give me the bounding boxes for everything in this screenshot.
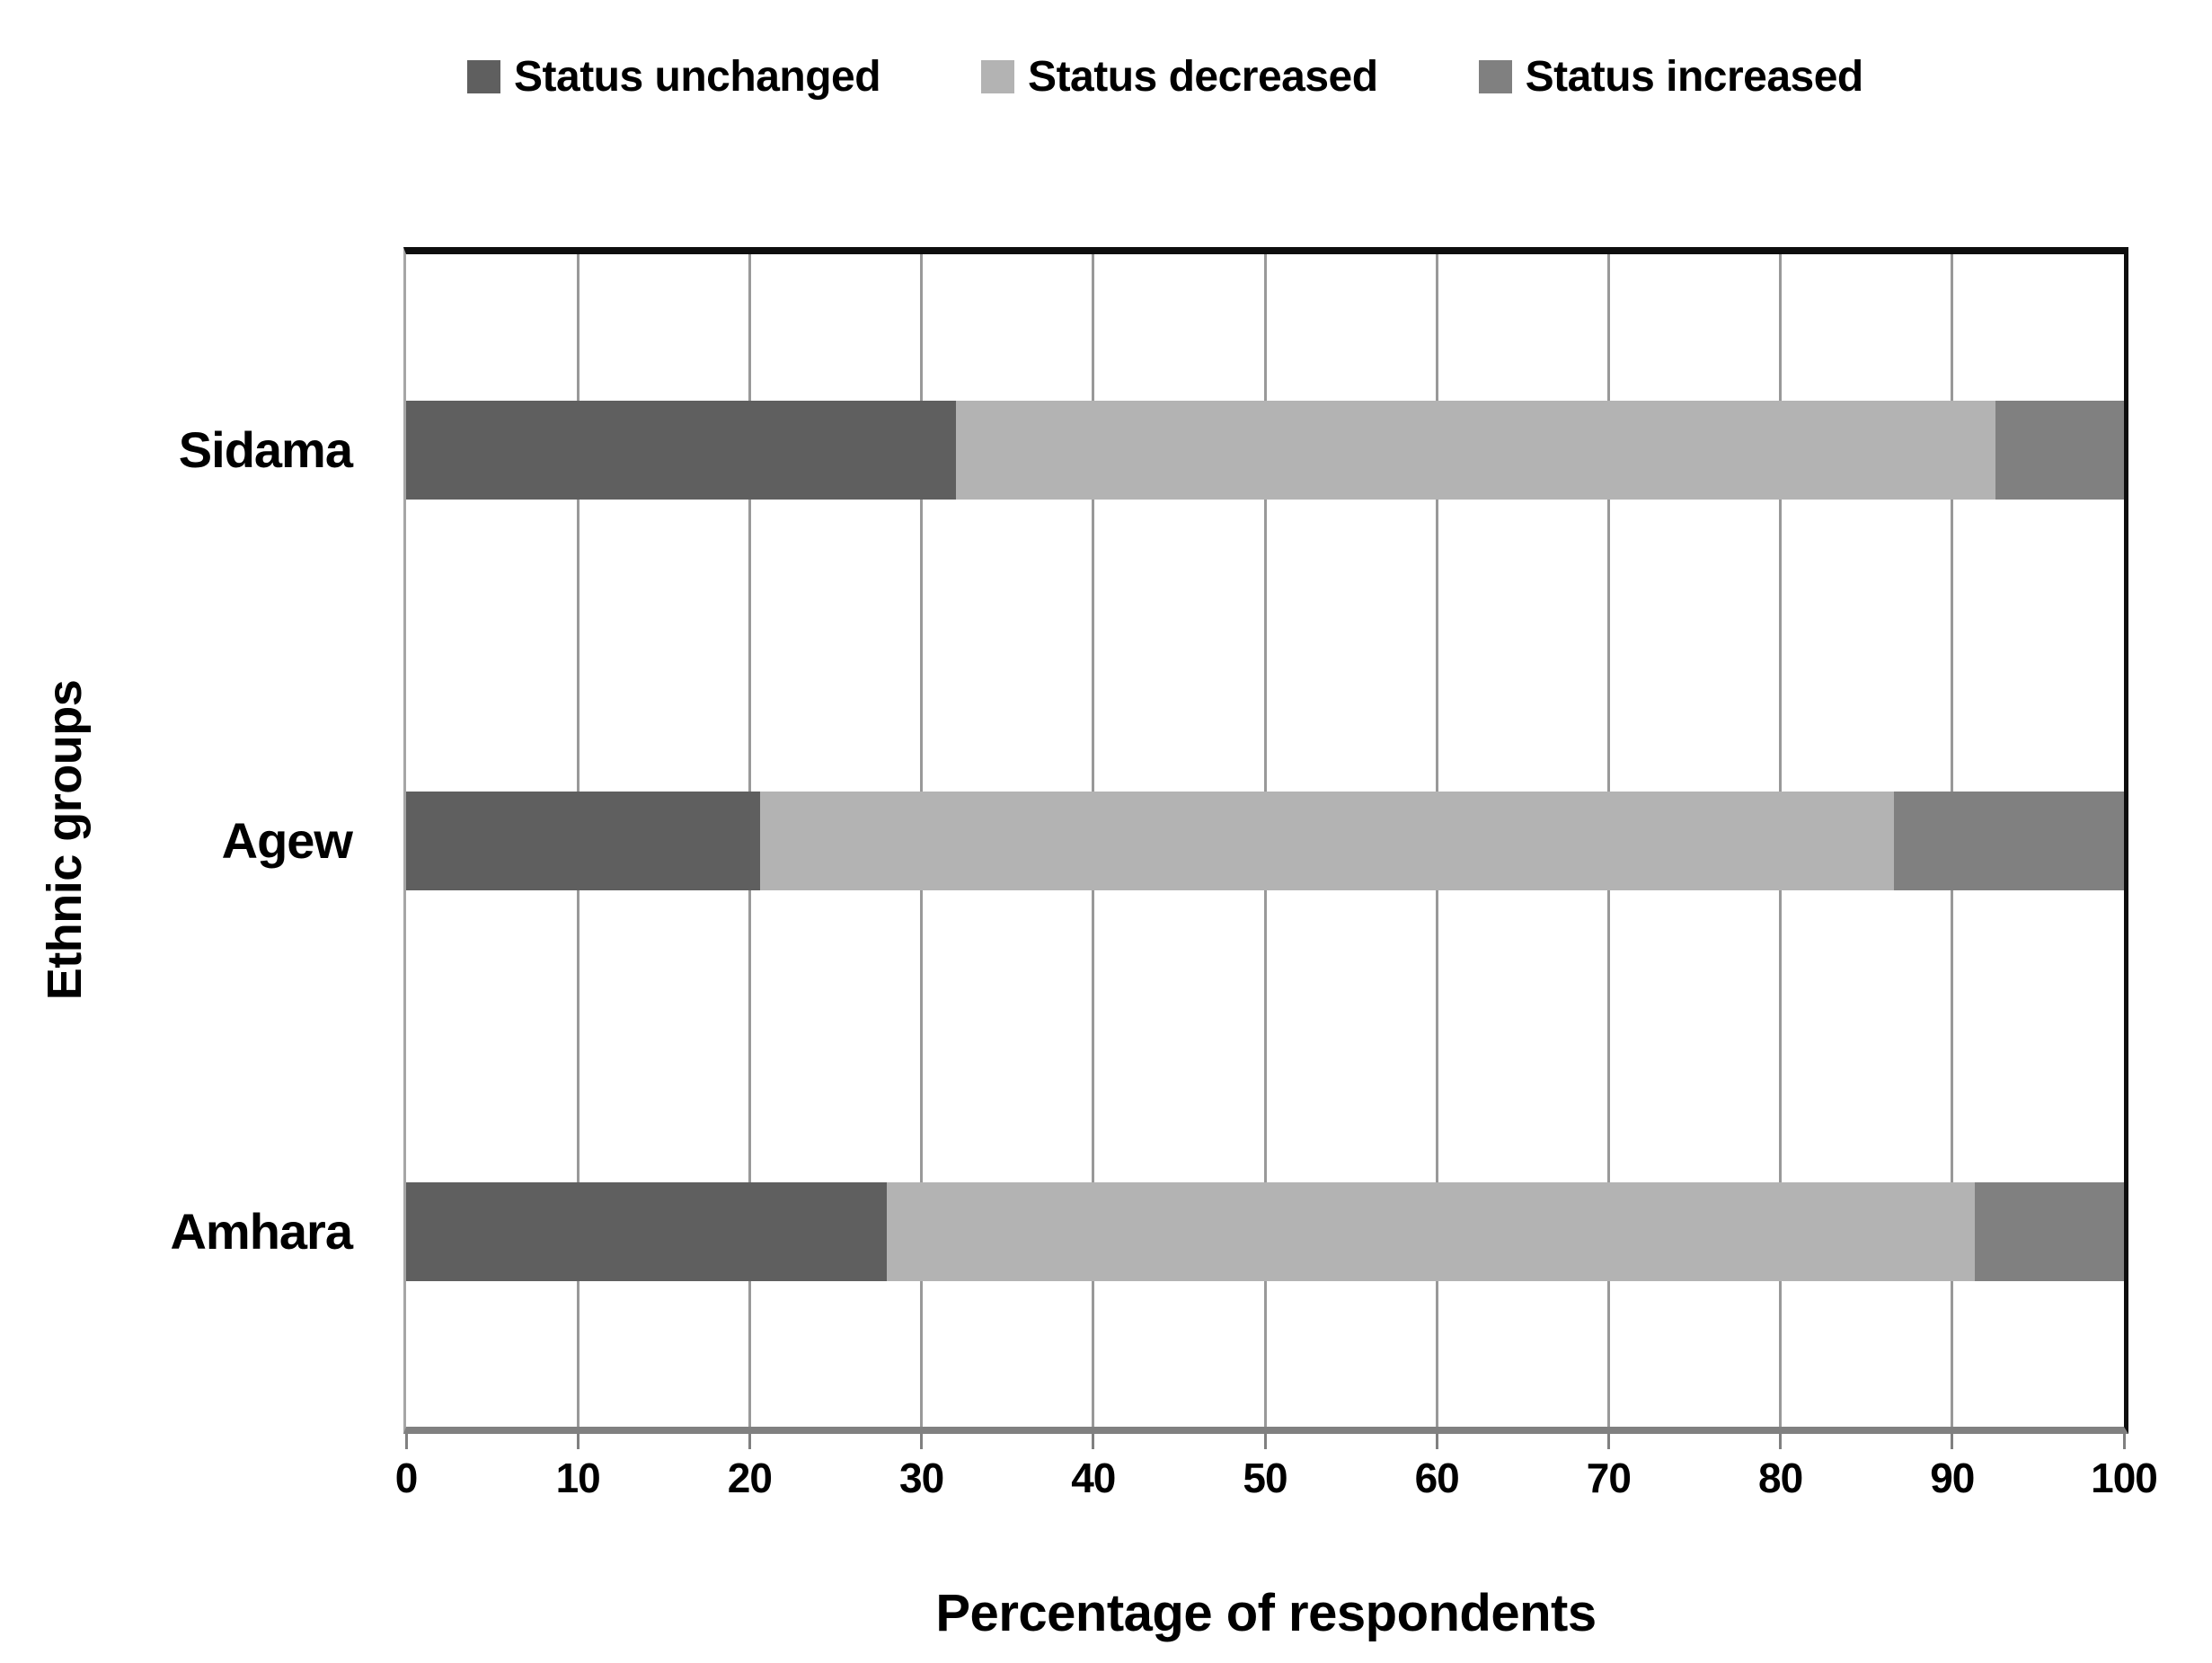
x-axis-tick-labels: 0 10 20 30 40 50 60 70 80 90 100 [0, 1454, 2212, 1504]
x-axis-tick-marks [0, 1434, 2212, 1450]
category-label: Sidama [178, 420, 353, 478]
legend-swatch-icon [1478, 60, 1512, 93]
tick-label: 50 [1243, 1455, 1287, 1501]
category-label: Agew [221, 811, 353, 869]
bar-segment [1995, 400, 2124, 500]
tick-mark [1606, 1434, 1610, 1449]
bar-segment [406, 791, 760, 890]
bar-row-amhara [406, 1181, 2124, 1281]
legend-swatch-icon [467, 60, 500, 93]
bar-segment [1974, 1181, 2124, 1281]
tick-label: 0 [394, 1455, 419, 1501]
tick-label: 30 [899, 1455, 944, 1501]
bar-segment [955, 400, 1995, 500]
legend: Status unchanged Status decreased Status i… [467, 52, 1863, 102]
tick-mark [1092, 1434, 1095, 1449]
tick-mark [1263, 1434, 1267, 1449]
tick-label: 60 [1414, 1455, 1460, 1501]
tick-label: 10 [555, 1455, 601, 1501]
bar-segment [887, 1181, 1975, 1281]
tick-label: 80 [1758, 1455, 1803, 1501]
legend-item: Status increased [1478, 52, 1864, 102]
bar-segment [406, 1181, 888, 1281]
tick-mark [2122, 1434, 2126, 1449]
legend-label: Status unchanged [514, 53, 881, 101]
tick-mark [1779, 1434, 1783, 1449]
bar-row-sidama [406, 400, 2124, 500]
bar-segment [406, 400, 956, 500]
tick-mark [1951, 1434, 1954, 1449]
tick-label: 70 [1586, 1455, 1632, 1501]
legend-label: Status increased [1525, 53, 1864, 101]
bar-row-agew [406, 791, 2124, 890]
tick-mark [920, 1434, 924, 1449]
tick-mark [576, 1434, 580, 1449]
legend-swatch-icon [981, 60, 1015, 93]
tick-mark [748, 1434, 751, 1449]
plot-area [403, 247, 2128, 1434]
tick-mark [404, 1434, 408, 1449]
tick-mark [1435, 1434, 1438, 1449]
category-label: Amhara [170, 1202, 353, 1260]
legend-item: Status decreased [981, 52, 1378, 102]
legend-item: Status unchanged [467, 52, 881, 102]
tick-label: 90 [1930, 1455, 1975, 1501]
legend-label: Status decreased [1028, 53, 1378, 101]
x-axis-title: Percentage of respondents [935, 1584, 1597, 1642]
tick-label: 40 [1071, 1455, 1116, 1501]
tick-label: 100 [2091, 1455, 2158, 1501]
y-axis-category-labels: Sidama Agew Amhara [0, 254, 364, 1427]
bar-segment [759, 791, 1894, 890]
tick-label: 20 [727, 1455, 773, 1501]
bar-segment [1893, 791, 2124, 890]
